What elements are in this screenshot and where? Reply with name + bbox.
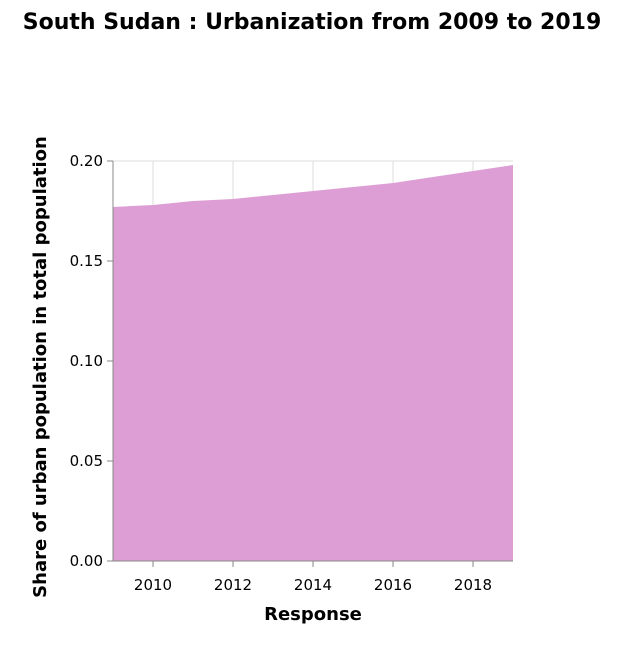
y-tick-label: 0.10 <box>70 352 103 370</box>
area-series <box>113 165 513 561</box>
y-tick-label: 0.15 <box>70 252 103 270</box>
y-tick-label: 0.05 <box>70 452 103 470</box>
x-tick-label: 2018 <box>454 576 492 594</box>
y-axis-title: Share of urban population in total popul… <box>30 136 51 598</box>
x-tick-label: 2014 <box>294 576 332 594</box>
x-tick-label: 2016 <box>374 576 412 594</box>
x-axis-title: Response <box>264 604 362 625</box>
y-tick-label: 0.20 <box>70 152 103 170</box>
x-axis-ticks: 2010 2012 2014 2016 2018 <box>134 561 492 594</box>
x-tick-label: 2010 <box>134 576 172 594</box>
x-tick-label: 2012 <box>214 576 252 594</box>
y-tick-label: 0.00 <box>70 552 103 570</box>
chart-title: South Sudan : Urbanization from 2009 to … <box>22 10 602 35</box>
y-axis-ticks: 0.00 0.05 0.10 0.15 0.20 <box>70 152 113 570</box>
